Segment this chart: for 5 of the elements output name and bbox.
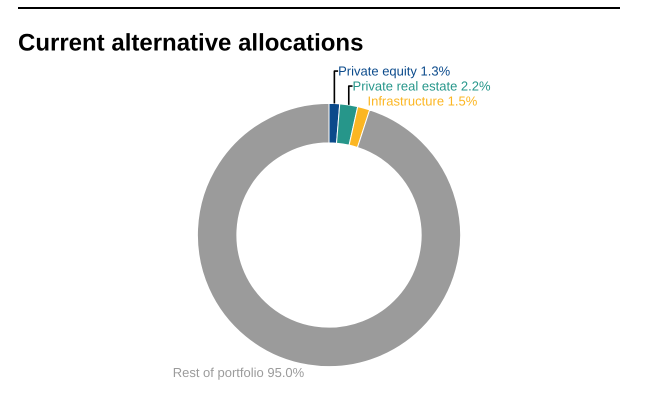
slice-label: Private equity 1.3% bbox=[338, 64, 451, 79]
slice-label: Private real estate 2.2% bbox=[352, 78, 491, 94]
slice-label: Infrastructure 1.5% bbox=[367, 94, 478, 109]
slice-label: Rest of portfolio 95.0% bbox=[172, 364, 305, 380]
chart-title: Current alternative allocations bbox=[18, 29, 364, 56]
